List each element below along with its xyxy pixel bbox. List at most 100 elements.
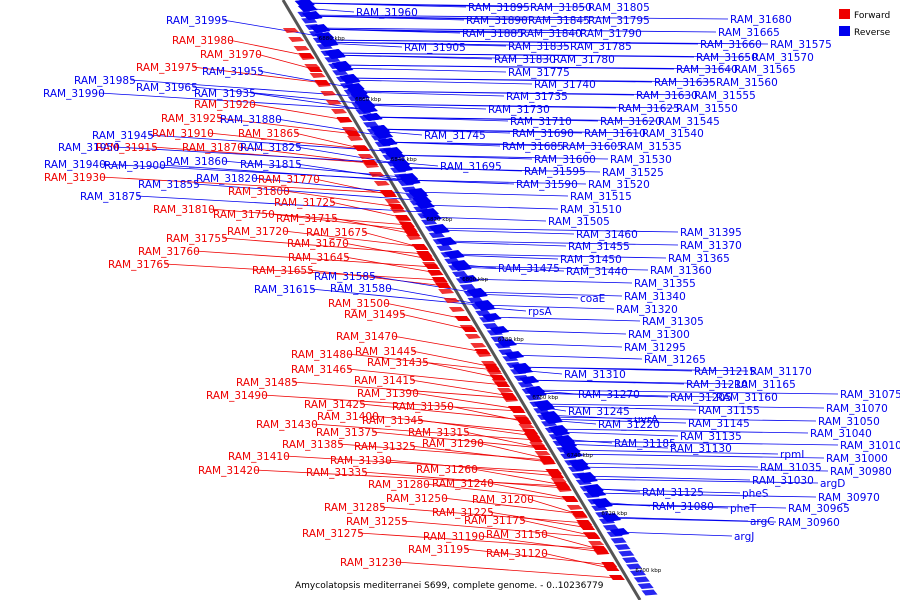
gene-label-RAM_31855[interactable]: RAM_31855 [138, 179, 200, 191]
gene-label-RAM_31340[interactable]: RAM_31340 [624, 291, 686, 303]
gene-label-RAM_31915[interactable]: RAM_31915 [96, 142, 158, 154]
gene-label-RAM_31685[interactable]: RAM_31685 [502, 141, 564, 153]
gene-label-RAM_31175[interactable]: RAM_31175 [464, 515, 526, 527]
gene-label-RAM_31080[interactable]: RAM_31080 [652, 501, 714, 513]
gene-label-RAM_31215[interactable]: RAM_31215 [694, 366, 756, 378]
gene-label-RAM_31710[interactable]: RAM_31710 [510, 116, 572, 128]
gene-label-RAM_31810[interactable]: RAM_31810 [153, 204, 215, 216]
gene-label-RAM_31790[interactable]: RAM_31790 [580, 28, 642, 40]
gene-label-RAM_31655[interactable]: RAM_31655 [252, 265, 314, 277]
gene-label-RAM_31665[interactable]: RAM_31665 [718, 27, 780, 39]
gene-label-RAM_31230[interactable]: RAM_31230 [340, 557, 402, 569]
gene-label-RAM_31070[interactable]: RAM_31070 [826, 403, 888, 415]
gene-label-RAM_31505[interactable]: RAM_31505 [548, 216, 610, 228]
gene-label-RAM_31980[interactable]: RAM_31980 [172, 35, 234, 47]
gene-label-RAM_30960[interactable]: RAM_30960 [778, 517, 840, 529]
gene-label-RAM_31270[interactable]: RAM_31270 [578, 389, 640, 401]
gene-label-RAM_31745[interactable]: RAM_31745 [424, 130, 486, 142]
gene-label-RAM_31465[interactable]: RAM_31465 [291, 364, 353, 376]
gene-label-RAM_31240[interactable]: RAM_31240 [432, 478, 494, 490]
gene-label-RAM_31000[interactable]: RAM_31000 [826, 453, 888, 465]
gene-label-RAM_31620[interactable]: RAM_31620 [600, 116, 662, 128]
gene-label-RAM_31765[interactable]: RAM_31765 [108, 259, 170, 271]
gene-label-RAM_31445[interactable]: RAM_31445 [355, 346, 417, 358]
gene-label-RAM_31875[interactable]: RAM_31875 [80, 191, 142, 203]
gene-label-RAM_31835[interactable]: RAM_31835 [508, 41, 570, 53]
gene-label-RAM_31440[interactable]: RAM_31440 [566, 266, 628, 278]
gene-label-RAM_31280[interactable]: RAM_31280 [368, 479, 430, 491]
gene-label-RAM_31305[interactable]: RAM_31305 [642, 316, 704, 328]
gene-label-RAM_31150[interactable]: RAM_31150 [486, 529, 548, 541]
gene-label-RAM_31395[interactable]: RAM_31395 [680, 227, 742, 239]
gene-label-RAM_31780[interactable]: RAM_31780 [553, 54, 615, 66]
gene-label-RAM_30980[interactable]: RAM_30980 [830, 466, 892, 478]
gene-label-RAM_31640[interactable]: RAM_31640 [676, 64, 738, 76]
gene-label-RAM_31805[interactable]: RAM_31805 [588, 2, 650, 14]
gene-label-RAM_31600[interactable]: RAM_31600 [534, 154, 596, 166]
gene-label-pheS[interactable]: pheS [742, 488, 769, 500]
gene-label-uvrA[interactable]: uvrA [634, 414, 659, 426]
gene-label-RAM_31795[interactable]: RAM_31795 [588, 15, 650, 27]
gene-label-RAM_31450[interactable]: RAM_31450 [560, 254, 622, 266]
gene-label-RAM_31165[interactable]: RAM_31165 [734, 379, 796, 391]
gene-label-RAM_31545[interactable]: RAM_31545 [658, 116, 720, 128]
gene-label-RAM_31385[interactable]: RAM_31385 [282, 439, 344, 451]
gene-label-RAM_31610[interactable]: RAM_31610 [584, 128, 646, 140]
gene-label-RAM_31960[interactable]: RAM_31960 [356, 7, 418, 19]
gene-label-RAM_31770[interactable]: RAM_31770 [258, 174, 320, 186]
gene-label-RAM_31570[interactable]: RAM_31570 [752, 52, 814, 64]
gene-label-RAM_31555[interactable]: RAM_31555 [694, 90, 756, 102]
gene-label-RAM_31560[interactable]: RAM_31560 [716, 77, 778, 89]
gene-label-RAM_31940[interactable]: RAM_31940 [44, 159, 106, 171]
gene-label-RAM_31865[interactable]: RAM_31865 [238, 128, 300, 140]
gene-label-RAM_31255[interactable]: RAM_31255 [346, 516, 408, 528]
gene-label-RAM_31630[interactable]: RAM_31630 [636, 90, 698, 102]
gene-label-RAM_31220[interactable]: RAM_31220 [598, 419, 660, 431]
gene-label-RAM_31885[interactable]: RAM_31885 [462, 28, 524, 40]
gene-label-RAM_31480[interactable]: RAM_31480 [291, 349, 353, 361]
gene-label-RAM_31490[interactable]: RAM_31490 [206, 390, 268, 402]
gene-label-RAM_31320[interactable]: RAM_31320 [616, 304, 678, 316]
gene-label-RAM_31430[interactable]: RAM_31430 [256, 419, 318, 431]
gene-label-RAM_31400[interactable]: RAM_31400 [317, 411, 379, 423]
gene-label-RAM_31475[interactable]: RAM_31475 [498, 263, 560, 275]
gene-label-RAM_31820[interactable]: RAM_31820 [196, 173, 258, 185]
gene-label-rpmI[interactable]: rpmI [780, 449, 804, 461]
gene-label-RAM_31335[interactable]: RAM_31335 [306, 467, 368, 479]
gene-label-RAM_31585[interactable]: RAM_31585 [314, 271, 376, 283]
gene-label-RAM_31245[interactable]: RAM_31245 [568, 406, 630, 418]
gene-label-RAM_31735[interactable]: RAM_31735 [506, 91, 568, 103]
gene-label-RAM_31525[interactable]: RAM_31525 [602, 167, 664, 179]
gene-label-RAM_31905[interactable]: RAM_31905 [404, 42, 466, 54]
gene-label-RAM_31295[interactable]: RAM_31295 [624, 342, 686, 354]
gene-label-RAM_31515[interactable]: RAM_31515 [570, 191, 632, 203]
gene-label-RAM_31360[interactable]: RAM_31360 [650, 265, 712, 277]
gene-label-RAM_31945[interactable]: RAM_31945 [92, 130, 154, 142]
gene-label-coaE[interactable]: coaE [580, 293, 605, 305]
gene-label-RAM_31315[interactable]: RAM_31315 [408, 427, 470, 439]
gene-label-RAM_31895[interactable]: RAM_31895 [468, 2, 530, 14]
gene-label-RAM_30965[interactable]: RAM_30965 [788, 503, 850, 515]
gene-label-RAM_31365[interactable]: RAM_31365 [668, 253, 730, 265]
gene-labels[interactable]: RAM_31980RAM_31970RAM_31975RAM_31920RAM_… [43, 2, 900, 569]
gene-label-RAM_31205[interactable]: RAM_31205 [670, 392, 732, 404]
gene-label-RAM_31460[interactable]: RAM_31460 [576, 229, 638, 241]
gene-label-RAM_31925[interactable]: RAM_31925 [161, 113, 223, 125]
gene-label-RAM_31130[interactable]: RAM_31130 [670, 443, 732, 455]
gene-label-RAM_31290[interactable]: RAM_31290 [422, 438, 484, 450]
gene-label-RAM_31775[interactable]: RAM_31775 [508, 67, 570, 79]
gene-label-RAM_31030[interactable]: RAM_31030 [752, 475, 814, 487]
gene-label-argC[interactable]: argC [750, 516, 775, 528]
gene-label-RAM_31590[interactable]: RAM_31590 [516, 179, 578, 191]
gene-label-RAM_31550[interactable]: RAM_31550 [676, 103, 738, 115]
gene-label-RAM_31995[interactable]: RAM_31995 [166, 15, 228, 27]
gene-label-RAM_31755[interactable]: RAM_31755 [166, 233, 228, 245]
gene-label-RAM_31010[interactable]: RAM_31010 [840, 440, 900, 452]
gene-label-RAM_31075[interactable]: RAM_31075 [840, 389, 900, 401]
gene-label-RAM_30970[interactable]: RAM_30970 [818, 492, 880, 504]
gene-label-RAM_31040[interactable]: RAM_31040 [810, 428, 872, 440]
gene-label-RAM_31815[interactable]: RAM_31815 [240, 159, 302, 171]
gene-label-RAM_31300[interactable]: RAM_31300 [628, 329, 690, 341]
gene-label-RAM_31135[interactable]: RAM_31135 [680, 431, 742, 443]
gene-label-RAM_31715[interactable]: RAM_31715 [276, 213, 338, 225]
